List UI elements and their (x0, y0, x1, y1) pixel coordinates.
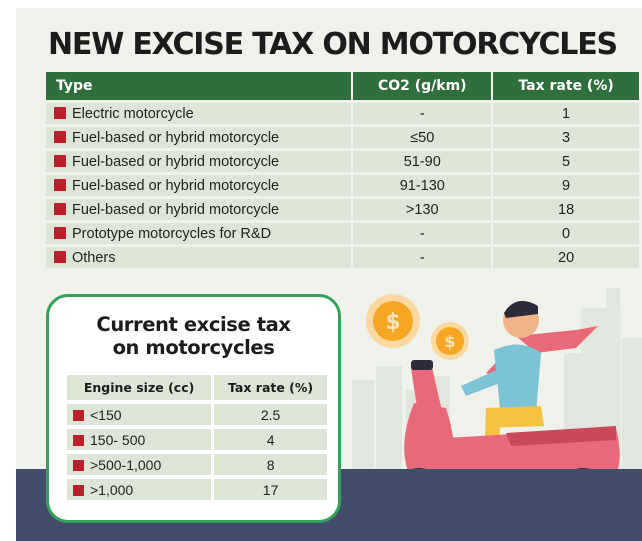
current-tax-title: Current excise tax on motorcycles (49, 313, 338, 359)
row-engine-size: <150 (90, 406, 122, 423)
bullet-square-icon (73, 484, 84, 496)
row-tax-rate: 8 (214, 454, 327, 475)
dollar-coin-icon: $ (366, 294, 420, 348)
dollar-coin-icon: $ (431, 322, 469, 360)
row-engine-size: >1,000 (90, 481, 134, 498)
bullet-square-icon (73, 434, 84, 446)
row-type: Prototype motorcycles for R&D (72, 225, 272, 242)
table-row: Fuel-based or hybrid motorcycle >130 18 (46, 199, 639, 220)
bullet-square-icon (54, 106, 66, 119)
table-row: Fuel-based or hybrid motorcycle 51-90 5 (46, 151, 639, 172)
row-co2: - (353, 103, 494, 124)
row-engine-size: 150- 500 (90, 431, 146, 448)
bullet-square-icon (73, 409, 84, 421)
column-header-tax-rate: Tax rate (%) (493, 72, 639, 100)
infographic-card: $ $ (16, 8, 642, 541)
column-header-type: Type (46, 72, 354, 100)
row-tax-rate: 18 (493, 199, 639, 220)
bullet-square-icon (54, 178, 66, 191)
table-row: <150 2.5 (67, 404, 327, 425)
row-tax-rate: 0 (493, 223, 639, 244)
row-co2: 91-130 (353, 175, 494, 196)
table-header-row: Type CO2 (g/km) Tax rate (%) (46, 72, 639, 100)
current-tax-title-line2: on motorcycles (112, 336, 275, 359)
new-excise-tax-table: Type CO2 (g/km) Tax rate (%) Electric mo… (46, 69, 639, 271)
table-row: Electric motorcycle - 1 (46, 103, 639, 124)
bullet-square-icon (54, 130, 66, 143)
current-tax-table: Engine size (cc) Tax rate (%) <150 2.5 1… (67, 371, 327, 504)
row-type: Fuel-based or hybrid motorcycle (72, 129, 280, 146)
row-type: Others (72, 249, 116, 266)
row-tax-rate: 20 (493, 247, 639, 268)
svg-text:$: $ (385, 310, 400, 335)
bullet-square-icon (54, 226, 66, 239)
column-header-engine-size: Engine size (cc) (67, 375, 215, 400)
row-engine-size: >500-1,000 (90, 456, 162, 473)
row-tax-rate: 17 (214, 479, 327, 500)
row-tax-rate: 1 (493, 103, 639, 124)
row-type: Fuel-based or hybrid motorcycle (72, 177, 280, 194)
page-title: NEW EXCISE TAX ON MOTORCYCLES (48, 27, 618, 62)
row-co2: 51-90 (353, 151, 494, 172)
row-tax-rate: 4 (214, 429, 327, 450)
bullet-square-icon (54, 250, 66, 263)
table-row: Fuel-based or hybrid motorcycle ≤50 3 (46, 127, 639, 148)
table-header-row: Engine size (cc) Tax rate (%) (67, 375, 327, 400)
row-tax-rate: 5 (493, 151, 639, 172)
table-row: Prototype motorcycles for R&D - 0 (46, 223, 639, 244)
column-header-tax-rate: Tax rate (%) (214, 375, 327, 400)
row-co2: ≤50 (353, 127, 494, 148)
bullet-square-icon (54, 154, 66, 167)
table-row: Fuel-based or hybrid motorcycle 91-130 9 (46, 175, 639, 196)
row-tax-rate: 2.5 (214, 404, 327, 425)
row-tax-rate: 9 (493, 175, 639, 196)
table-row: >1,000 17 (67, 479, 327, 500)
svg-text:$: $ (444, 332, 455, 351)
table-row: Others - 20 (46, 247, 639, 268)
column-header-co2: CO2 (g/km) (353, 72, 494, 100)
row-type: Fuel-based or hybrid motorcycle (72, 153, 280, 170)
row-tax-rate: 3 (493, 127, 639, 148)
bullet-square-icon (73, 459, 84, 471)
table-row: 150- 500 4 (67, 429, 327, 450)
row-co2: - (353, 247, 494, 268)
bullet-square-icon (54, 202, 66, 215)
current-tax-title-line1: Current excise tax (96, 313, 291, 336)
current-tax-box: Current excise tax on motorcycles Engine… (46, 294, 341, 523)
row-type: Fuel-based or hybrid motorcycle (72, 201, 280, 218)
row-co2: - (353, 223, 494, 244)
row-type: Electric motorcycle (72, 105, 194, 122)
table-row: >500-1,000 8 (67, 454, 327, 475)
row-co2: >130 (353, 199, 494, 220)
